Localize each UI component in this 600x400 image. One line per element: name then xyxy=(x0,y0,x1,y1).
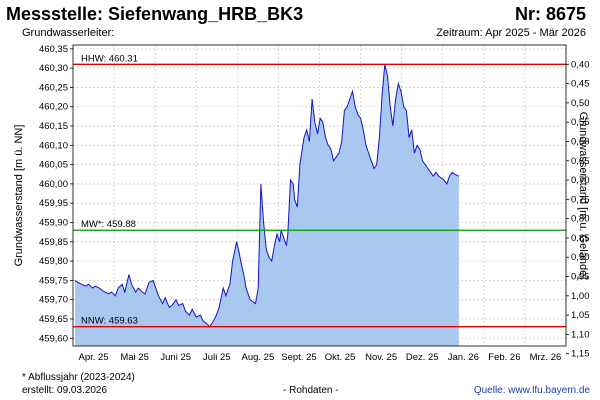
y2-tick-label: 0,55 xyxy=(571,117,590,128)
reference-lines: HHW: 460.31 MW*: 459.88 NNW: 459.63 xyxy=(73,53,566,328)
y-ticks-right: 0,40 0,45 0,50 0,55 0,60 0,65 0,70 0,75 0,80 0,85… xyxy=(566,59,590,360)
x-tick-label: Sept. 25 xyxy=(281,352,316,363)
x-tick-label: Juni 25 xyxy=(160,352,191,363)
y2-tick-label: 0,65 xyxy=(571,156,590,167)
y-tick-label: 459,85 xyxy=(39,237,68,248)
x-tick-label: Mai 25 xyxy=(120,352,149,363)
x-tick-label: Mrz. 26 xyxy=(530,352,562,363)
created-date: erstellt: 09.03.2026 xyxy=(22,385,108,396)
ref-label-max: HHW: 460.31 xyxy=(81,53,138,64)
y-tick-label: 460,10 xyxy=(39,140,68,151)
x-tick-label: Apr. 25 xyxy=(78,352,108,363)
y-tick-label: 460,35 xyxy=(39,44,68,55)
x-tick-label: Jan. 26 xyxy=(448,352,479,363)
x-tick-label: Nov. 25 xyxy=(365,352,397,363)
y2-tick-label: 1,10 xyxy=(571,329,590,340)
y2-tick-label: 0,70 xyxy=(571,175,590,186)
footnote: * Abflussjahr (2023-2024) xyxy=(22,372,135,383)
plot-frame xyxy=(72,44,567,347)
y-tick-label: 459,95 xyxy=(39,198,68,209)
x-tick-label: Aug. 25 xyxy=(242,352,275,363)
y-tick-label: 459,65 xyxy=(39,314,68,325)
x-tick-label: Juli 25 xyxy=(203,352,230,363)
y-tick-label: 460,30 xyxy=(39,63,68,74)
period-label: Zeitraum: Apr 2025 - Mär 2026 xyxy=(436,27,586,39)
y2-tick-label: 0,85 xyxy=(571,233,590,244)
y2-tick-label: 1,05 xyxy=(571,310,590,321)
y-tick-label: 460,15 xyxy=(39,121,68,132)
y2-tick-label: 0,45 xyxy=(571,79,590,90)
y-tick-label: 459,80 xyxy=(39,256,68,267)
y2-tick-label: 0,80 xyxy=(571,214,590,225)
y-tick-label: 460,20 xyxy=(39,102,68,113)
y-tick-label: 460,25 xyxy=(39,82,68,93)
y2-tick-label: 0,90 xyxy=(571,252,590,263)
y-tick-label: 460,00 xyxy=(39,179,68,190)
y2-tick-label: 1,15 xyxy=(571,349,590,360)
y2-tick-label: 0,60 xyxy=(571,136,590,147)
y-tick-label: 459,75 xyxy=(39,275,68,286)
y-tick-label: 459,70 xyxy=(39,295,68,306)
ref-label-min: NNW: 459.63 xyxy=(81,316,138,327)
y2-tick-label: 0,75 xyxy=(571,194,590,205)
x-tick-label: Feb. 26 xyxy=(488,352,520,363)
y2-tick-label: 0,50 xyxy=(571,98,590,109)
y-tick-label: 459,90 xyxy=(39,218,68,229)
y-axis-label: Grundwasserstand [m ü. NN] xyxy=(13,125,25,267)
level-area xyxy=(75,64,459,347)
y2-tick-label: 0,95 xyxy=(571,272,590,283)
x-tick-label: Dez. 25 xyxy=(406,352,439,363)
x-tick-label: Okt. 25 xyxy=(325,352,356,363)
level-line xyxy=(74,64,460,328)
station-title: Messstelle: Siefenwang_HRB_BK3 xyxy=(6,4,304,24)
y2-axis-label: Grundwasserstand [m u. Gelände] xyxy=(577,112,589,280)
ref-label-mean: MW*: 459.88 xyxy=(81,219,136,230)
rawdata-note: - Rohdaten - xyxy=(283,385,339,396)
aquifer-label: Grundwasserleiter: xyxy=(22,27,115,39)
y2-tick-label: 0,40 xyxy=(571,59,590,70)
y-tick-label: 460,05 xyxy=(39,160,68,171)
y2-tick-label: 1,00 xyxy=(571,291,590,302)
station-number: Nr: 8675 xyxy=(514,4,586,24)
x-ticks: Apr. 25 Mai 25 Juni 25 Juli 25 Aug. 25 Sept. … xyxy=(78,352,561,363)
source-link[interactable]: Quelle: www.lfu.bayern.de xyxy=(473,385,590,396)
y-tick-label: 459,60 xyxy=(39,333,68,344)
y-ticks-left: 460,35 460,30 460,25 460,20 460,15 460,10 460,… xyxy=(39,44,73,344)
